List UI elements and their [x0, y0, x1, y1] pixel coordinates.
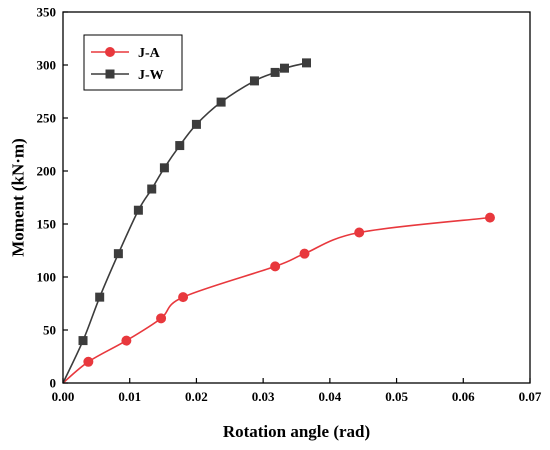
data-point-j-w [216, 97, 226, 107]
y-tick-label: 150 [37, 217, 57, 232]
data-point-j-a [156, 313, 167, 324]
data-point-j-a [270, 261, 281, 272]
series-j-a [62, 212, 495, 384]
data-point-j-w [78, 336, 88, 346]
series-j-w [62, 58, 312, 384]
plot-frame [62, 11, 531, 384]
data-point-j-a [484, 212, 495, 223]
data-point-j-w [175, 141, 185, 151]
x-tick-label: 0.05 [385, 389, 408, 404]
x-tick-label: 0.03 [252, 389, 275, 404]
data-point-j-w [191, 119, 201, 129]
y-tick-label: 100 [37, 270, 57, 285]
legend-item-j-w: J-W [91, 68, 164, 83]
legend-marker-j-a [105, 47, 115, 57]
data-point-j-w [95, 292, 105, 302]
data-point-j-a [83, 356, 94, 367]
y-tick-label: 50 [43, 323, 56, 338]
data-point-j-a [299, 248, 310, 259]
legend-label-j-w: J-W [138, 68, 164, 83]
data-point-j-w [249, 76, 259, 86]
x-tick-label: 0.07 [519, 389, 542, 404]
data-point-j-w [279, 63, 289, 73]
y-tick-label: 300 [37, 58, 57, 73]
x-tick-label: 0.04 [318, 389, 341, 404]
legend-box [83, 34, 183, 91]
series-line-j-w [62, 62, 307, 384]
y-tick-label: 250 [37, 111, 57, 126]
data-point-j-w [147, 184, 157, 194]
data-point-j-w [270, 67, 280, 77]
x-tick-label: 0.02 [185, 389, 208, 404]
y-axis-title: Moment (kN·m) [9, 138, 28, 257]
x-tick-label: 0.01 [118, 389, 141, 404]
x-axis-title: Rotation angle (rad) [223, 422, 370, 441]
data-point-j-w [302, 58, 312, 68]
data-point-j-w [159, 163, 169, 173]
data-point-j-w [133, 205, 143, 215]
x-tick-label: 0.00 [52, 389, 75, 404]
data-point-j-w [113, 249, 123, 259]
y-tick-label: 200 [37, 164, 57, 179]
y-tick-label: 350 [37, 5, 57, 20]
legend-label-j-a: J-A [138, 46, 161, 61]
legend-item-j-a: J-A [91, 46, 161, 61]
x-tick-label: 0.06 [452, 389, 475, 404]
data-point-j-a [121, 335, 132, 346]
y-tick-label: 0 [50, 376, 57, 391]
data-point-j-a [354, 227, 365, 238]
series-line-j-a [62, 216, 491, 384]
legend-marker-j-w [105, 69, 115, 79]
data-point-j-a [178, 292, 189, 303]
